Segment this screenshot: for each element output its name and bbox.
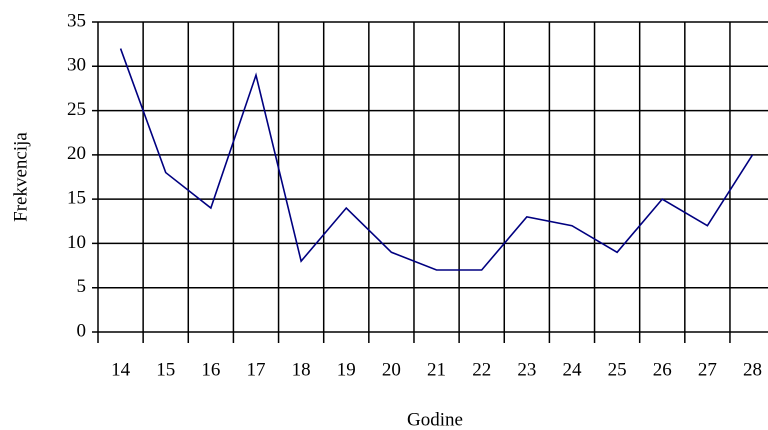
x-tick-label: 22 [472, 359, 491, 380]
x-tick-label: 16 [201, 359, 220, 380]
x-tick-label: 14 [111, 359, 131, 380]
x-tick-label: 25 [608, 359, 627, 380]
y-tick-label: 30 [67, 55, 86, 76]
x-tick-label: 18 [292, 359, 311, 380]
x-tick-label: 19 [337, 359, 356, 380]
x-tick-label: 27 [698, 359, 717, 380]
y-tick-label: 0 [77, 320, 87, 341]
x-tick-label: 20 [382, 359, 401, 380]
x-tick-label: 28 [743, 359, 762, 380]
y-tick-label: 15 [67, 188, 86, 209]
y-tick-label: 25 [67, 99, 86, 120]
x-tick-label: 21 [427, 359, 446, 380]
y-tick-label: 35 [67, 10, 86, 31]
x-tick-label: 24 [562, 359, 582, 380]
x-tick-label: 15 [156, 359, 175, 380]
data-line [119, 48, 754, 271]
x-tick-label: 26 [653, 359, 672, 380]
y-axis-label: Frekvencija [10, 132, 31, 222]
y-tick-label: 20 [67, 143, 86, 164]
y-tick-label: 5 [77, 276, 87, 297]
y-tick-label: 10 [67, 232, 86, 253]
x-tick-label: 17 [246, 359, 265, 380]
x-axis-label: Godine [407, 409, 463, 430]
x-tick-label: 23 [517, 359, 536, 380]
